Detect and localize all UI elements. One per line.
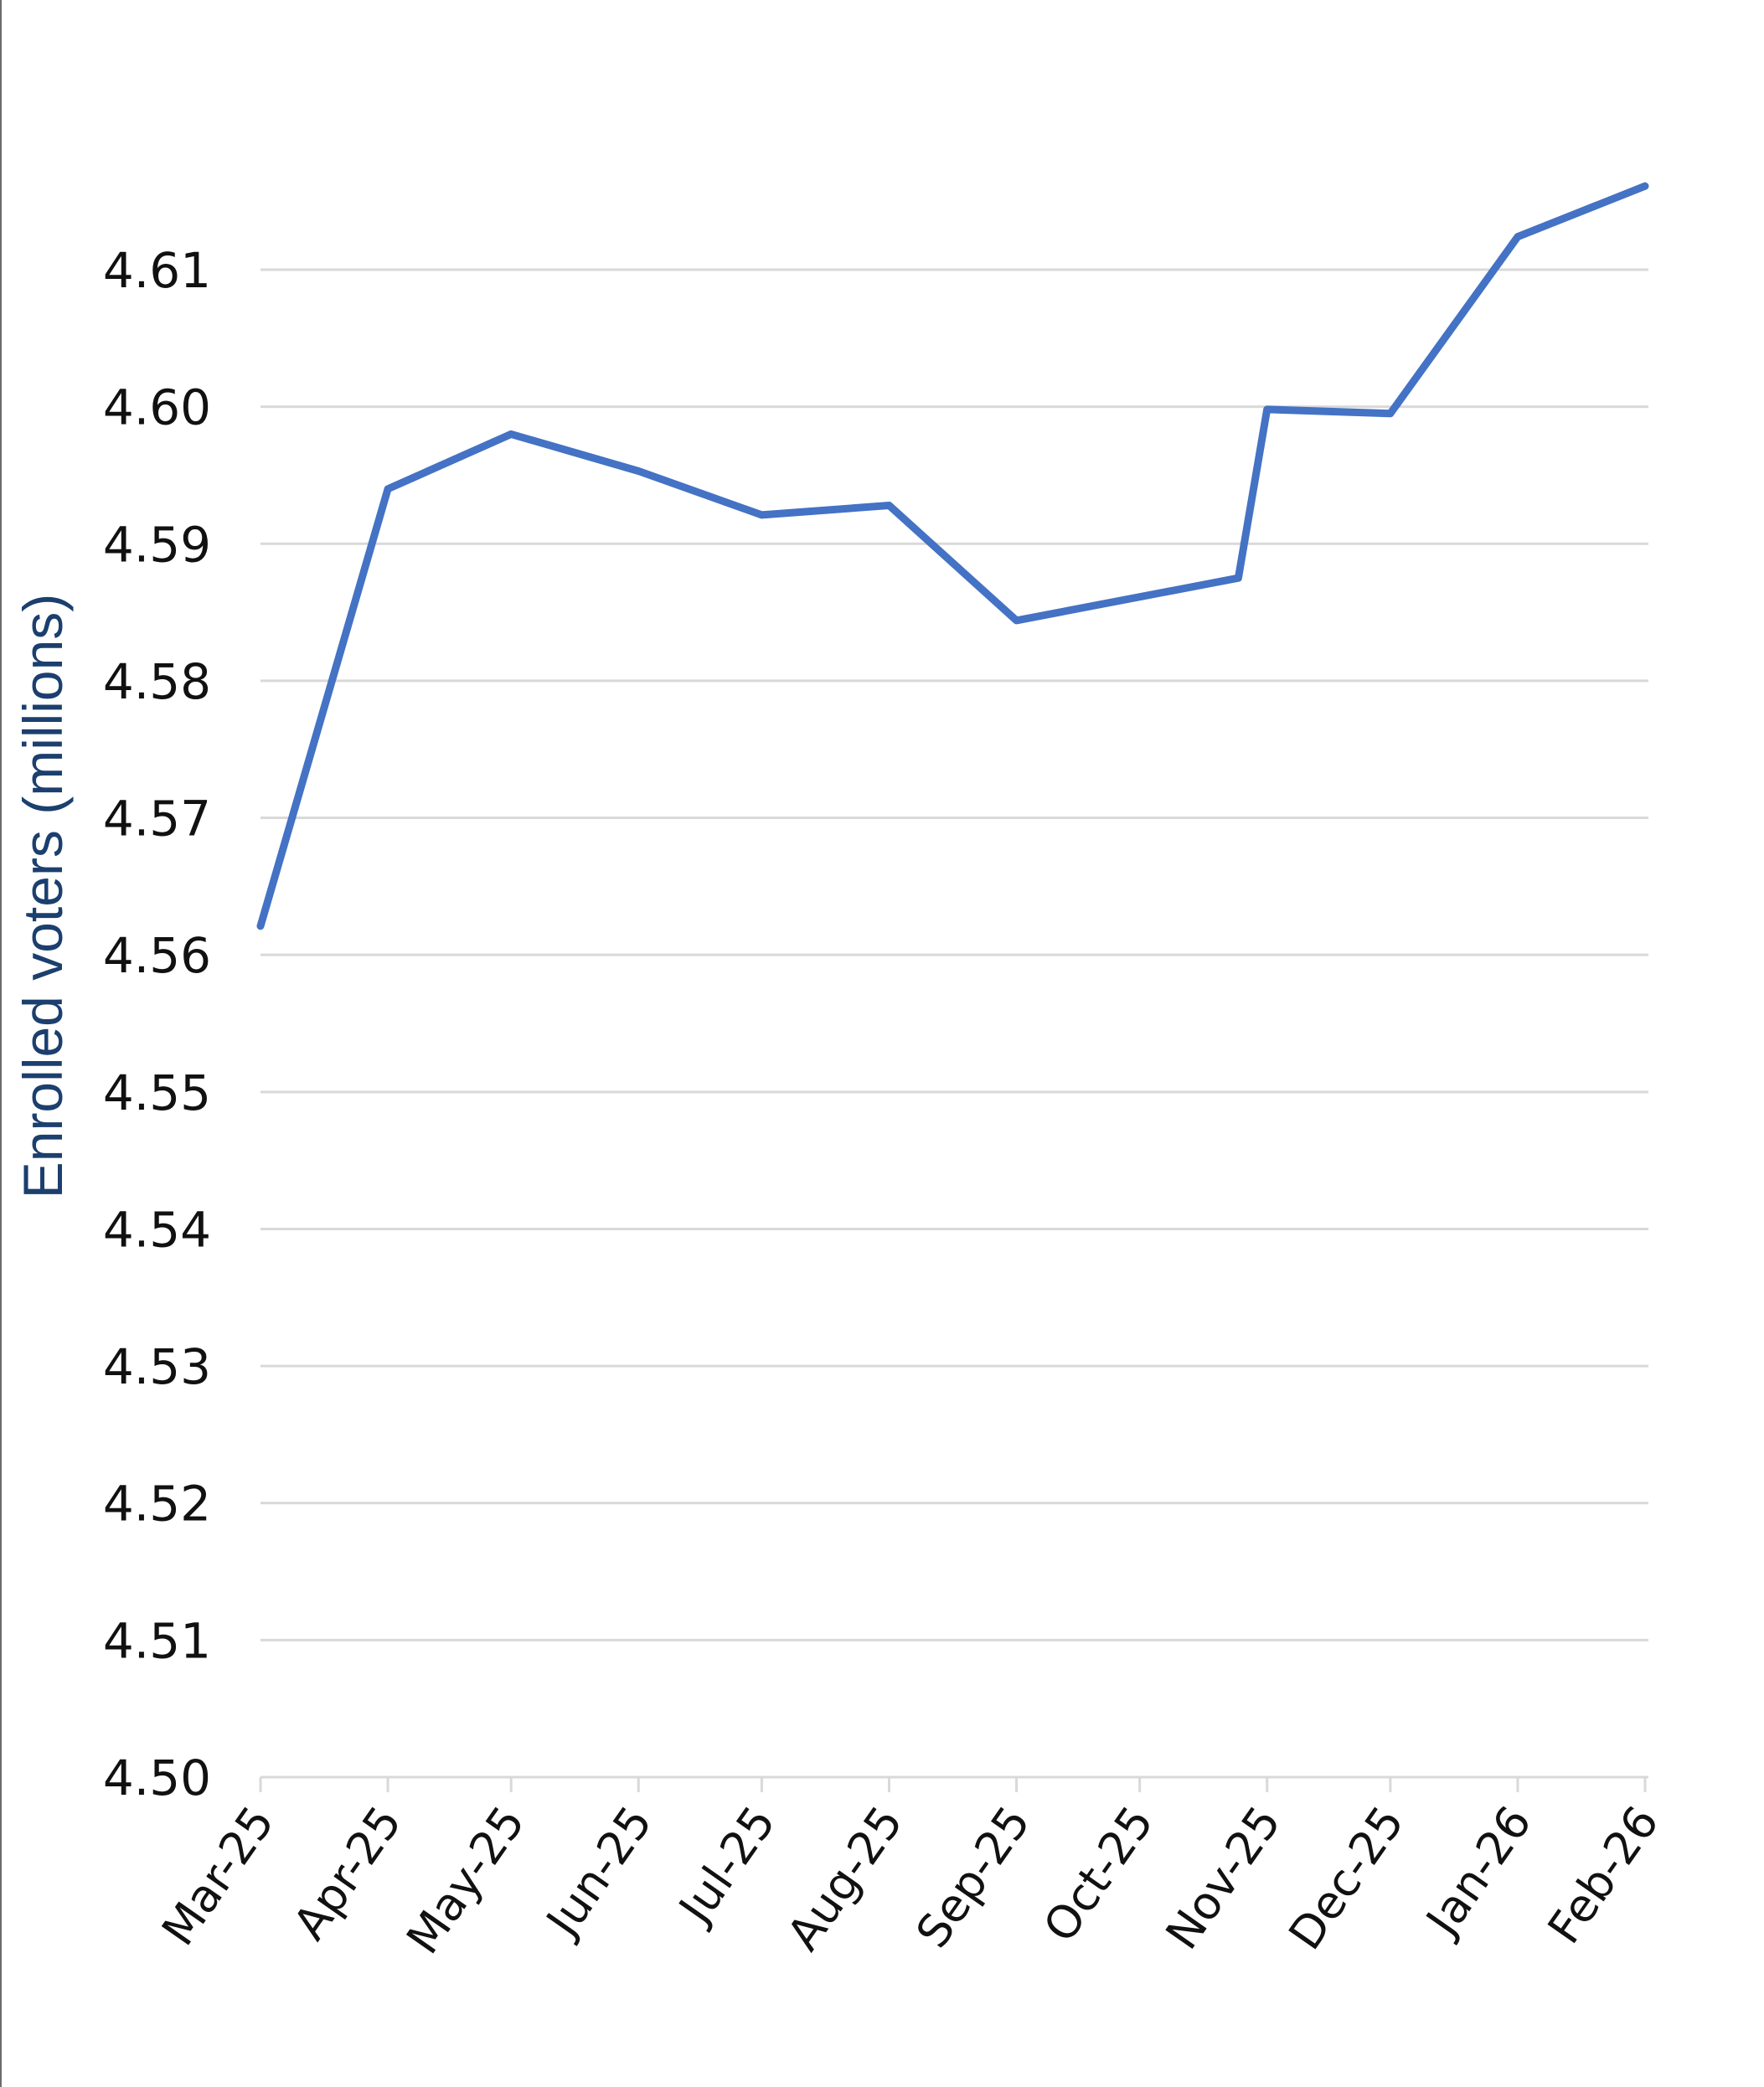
y-tick-label: 4.57 <box>103 791 211 848</box>
y-tick-label: 4.60 <box>103 379 211 436</box>
y-axis-tick-labels: 4.50 4.51 4.52 4.53 4.54 4.55 4.56 4.57 4.58 4.59… <box>103 242 211 1806</box>
x-tick-label: Nov-25 <box>1156 1796 1292 1959</box>
y-tick-label: 4.51 <box>103 1612 211 1669</box>
x-tick-label: Feb-26 <box>1538 1796 1669 1953</box>
x-tick-label: Jul-25 <box>668 1796 786 1934</box>
x-tick-label: Apr-25 <box>283 1796 412 1949</box>
x-tick-label: Sep-25 <box>906 1796 1041 1957</box>
y-tick-label: 4.53 <box>103 1338 211 1395</box>
y-tick-label: 4.61 <box>103 242 211 299</box>
y-tick-label: 4.59 <box>103 516 211 573</box>
x-tick-label: Oct-25 <box>1034 1796 1164 1951</box>
y-tick-label: 4.54 <box>103 1201 211 1258</box>
x-tick-label: Dec-25 <box>1278 1796 1414 1959</box>
x-tick-label: Jan-26 <box>1415 1796 1542 1946</box>
y-tick-label: 4.55 <box>103 1064 211 1121</box>
y-tick-label: 4.56 <box>103 927 211 984</box>
y-tick-label: 4.58 <box>103 653 211 710</box>
left-frame-border <box>0 0 2 2087</box>
y-tick-label: 4.52 <box>103 1476 211 1533</box>
x-tick-label: Aug-25 <box>776 1796 913 1960</box>
x-tick-label: Jun-25 <box>535 1796 663 1947</box>
y-axis-title: Enrolled voters (millions) <box>12 594 74 1199</box>
y-tick-label: 4.50 <box>103 1749 211 1806</box>
x-tick-label: Mar-25 <box>152 1796 285 1955</box>
gridlines <box>260 268 1648 1641</box>
x-axis <box>259 1775 1648 1792</box>
x-tick-label: May-25 <box>396 1796 535 1963</box>
enrolled-voters-line <box>256 182 1649 930</box>
